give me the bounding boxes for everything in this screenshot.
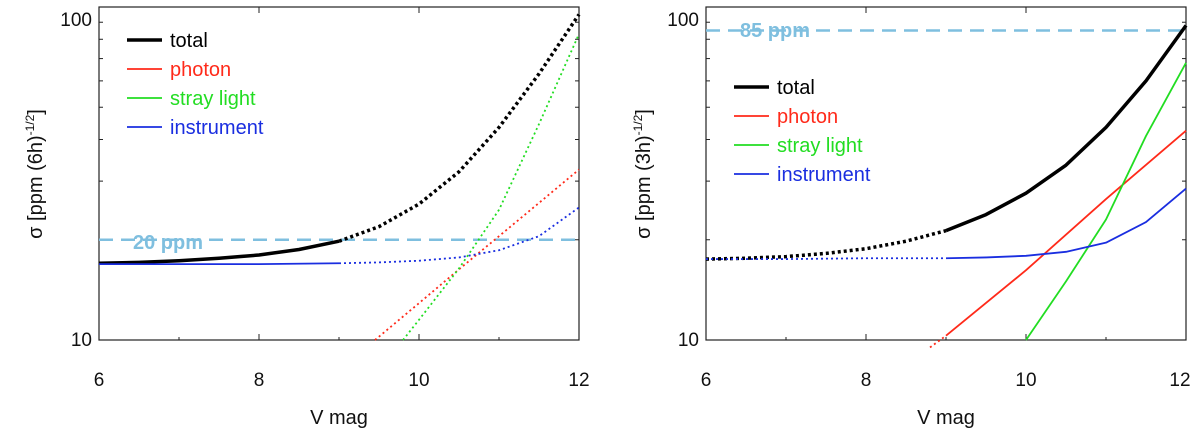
left-series-total-solid xyxy=(98,239,340,266)
right-series-photon-dotted xyxy=(929,334,947,349)
right-series-instrument-solid xyxy=(945,187,1187,260)
left-ylabel-exponent: -1/2 xyxy=(23,114,37,135)
left-xtick-10: 10 xyxy=(408,370,429,391)
left-series-stray-light-dotted xyxy=(402,33,580,341)
left-xtick-6: 6 xyxy=(94,370,105,391)
left-x-axis-label: V mag xyxy=(310,407,368,429)
left-legend: total photon stray light instrument xyxy=(127,30,264,139)
right-legend-photon: photon xyxy=(777,106,838,128)
right-xtick-6: 6 xyxy=(701,370,712,391)
left-ylabel-close: ] xyxy=(25,109,47,115)
left-chart-panel: 100 10 6 8 10 12 V mag σ [ppm (6h)-1/2] … xyxy=(23,6,590,429)
right-series-total-dotted xyxy=(705,228,947,261)
right-legend-instrument: instrument xyxy=(777,164,871,186)
left-series-lines xyxy=(98,13,581,341)
right-xtick-8: 8 xyxy=(861,370,872,391)
right-series-instrument-dotted xyxy=(706,257,946,260)
right-legend: total photon stray light instrument xyxy=(734,77,871,186)
right-ytick-10: 10 xyxy=(678,330,699,351)
right-legend-stray-light: stray light xyxy=(777,135,863,157)
left-series-instrument-solid xyxy=(99,262,340,266)
right-axis-ticks xyxy=(705,7,1187,340)
left-legend-total: total xyxy=(170,30,208,52)
left-legend-stray-light: stray light xyxy=(170,88,256,110)
right-y-axis-label: σ [ppm (3h)-1/2] xyxy=(631,109,655,239)
left-ytick-100: 100 xyxy=(60,10,92,31)
right-ylabel-close: ] xyxy=(633,109,655,115)
left-plot-frame xyxy=(98,6,580,341)
left-xtick-12: 12 xyxy=(568,370,589,391)
right-x-axis-label: V mag xyxy=(917,407,975,429)
right-ytick-100: 100 xyxy=(667,10,699,31)
right-plot-frame xyxy=(705,6,1187,341)
right-threshold-label: 85 ppm xyxy=(740,20,810,42)
right-xtick-12: 12 xyxy=(1169,370,1190,391)
right-series-lines xyxy=(705,24,1188,349)
right-ylabel-exponent: -1/2 xyxy=(631,114,645,135)
left-threshold-label: 20 ppm xyxy=(133,232,203,254)
left-legend-photon: photon xyxy=(170,59,231,81)
left-legend-instrument: instrument xyxy=(170,117,264,139)
right-series-photon-solid xyxy=(945,130,1187,337)
left-series-photon-dotted xyxy=(374,168,580,341)
left-ylabel-main: σ [ppm (6h) xyxy=(25,135,47,239)
right-chart-panel: 100 10 6 8 10 12 V mag σ [ppm (3h)-1/2] … xyxy=(631,6,1191,429)
left-series-total-dotted xyxy=(338,13,581,243)
right-series-total-solid xyxy=(945,24,1188,233)
left-xtick-8: 8 xyxy=(254,370,265,391)
right-legend-total: total xyxy=(777,77,815,99)
left-ytick-10: 10 xyxy=(71,330,92,351)
right-ylabel-main: σ [ppm (3h) xyxy=(633,135,655,239)
right-series-stray-light-solid xyxy=(1025,62,1187,341)
left-series-instrument-dotted xyxy=(338,206,580,265)
left-y-axis-label: σ [ppm (6h)-1/2] xyxy=(23,109,47,239)
right-xtick-10: 10 xyxy=(1015,370,1036,391)
